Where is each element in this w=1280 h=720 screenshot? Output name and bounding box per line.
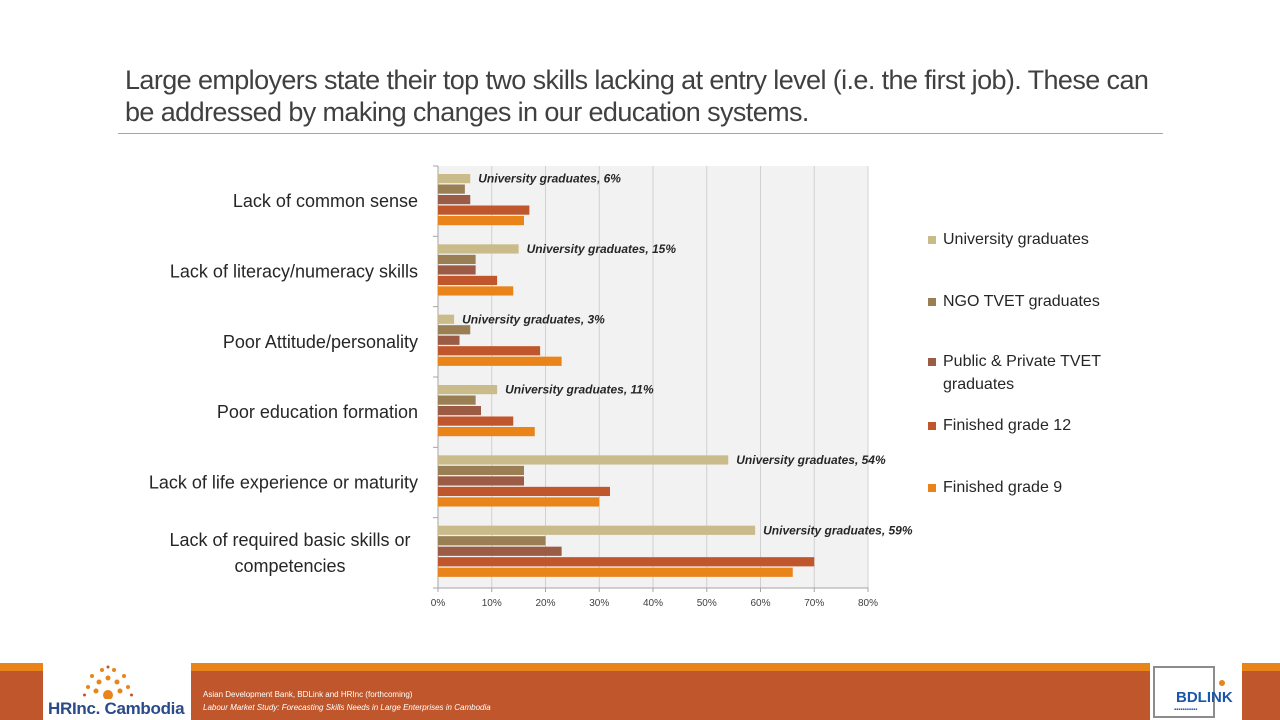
legend-label-line: Finished grade 9 xyxy=(943,479,1063,496)
bar xyxy=(438,244,519,254)
legend-label: Finished grade 12 xyxy=(943,414,1071,437)
bar xyxy=(438,465,524,476)
citation-line-2: Labour Market Study: Forecasting Skills … xyxy=(203,703,491,712)
data-label: University graduates, 54% xyxy=(736,453,886,467)
source-citation: Asian Development Bank, BDLink and HRInc… xyxy=(203,688,491,714)
bdlink-wordmark: BDLINK xyxy=(1176,689,1233,706)
bar xyxy=(438,195,471,205)
legend-swatch xyxy=(928,484,936,492)
category-label: Lack of life experience or maturity xyxy=(149,473,418,493)
data-label: University graduates, 59% xyxy=(763,523,913,537)
bar xyxy=(438,325,471,335)
category-label: Poor education formation xyxy=(217,402,418,422)
bdlink-logo: BDLINK ▪▪▪▪▪▪▪▪▪▪▪ xyxy=(1150,663,1242,720)
legend-swatch xyxy=(928,298,936,306)
legend-label-line: graduates xyxy=(943,376,1015,393)
bar xyxy=(438,416,514,426)
legend-item: NGO TVET graduates xyxy=(928,290,1128,313)
legend-item: Finished grade 12 xyxy=(928,414,1128,437)
bar xyxy=(438,497,600,507)
data-label: University graduates, 6% xyxy=(478,172,621,186)
footer-bar xyxy=(0,663,1280,720)
bar xyxy=(438,476,524,486)
x-tick-label: 60% xyxy=(750,598,770,609)
legend-label-line: University graduates xyxy=(943,231,1089,248)
bar xyxy=(438,427,535,437)
bar xyxy=(438,314,455,324)
legend-label: NGO TVET graduates xyxy=(943,290,1100,313)
legend-swatch xyxy=(928,236,936,244)
bar xyxy=(438,265,476,275)
legend-label-line: Finished grade 12 xyxy=(943,417,1072,434)
x-tick-label: 10% xyxy=(482,598,502,609)
bar xyxy=(438,455,729,465)
bar xyxy=(438,216,524,226)
bar xyxy=(438,335,460,345)
legend-label-line: NGO TVET graduates xyxy=(943,293,1100,310)
bar xyxy=(438,356,562,366)
x-tick-label: 0% xyxy=(431,598,446,609)
bar xyxy=(438,385,498,395)
bar xyxy=(438,567,793,577)
bar xyxy=(438,286,514,296)
bar xyxy=(438,525,756,535)
data-label: University graduates, 11% xyxy=(505,383,654,397)
legend-label: University graduates xyxy=(943,228,1089,251)
bar xyxy=(438,406,481,416)
data-label: University graduates, 3% xyxy=(462,312,605,326)
category-label: Lack of common sense xyxy=(233,191,418,211)
legend-item: Finished grade 9 xyxy=(928,476,1128,499)
data-label: University graduates, 15% xyxy=(527,242,677,256)
title-divider xyxy=(118,133,1163,134)
bar xyxy=(438,546,562,556)
x-tick-label: 70% xyxy=(804,598,824,609)
citation-line-1: Asian Development Bank, BDLink and HRInc… xyxy=(203,690,413,699)
x-tick-label: 20% xyxy=(535,598,555,609)
bdlink-frame-icon xyxy=(1153,666,1225,718)
legend-swatch xyxy=(928,422,936,430)
bar xyxy=(438,275,498,286)
hrinc-wordmark: HRInc. Cambodia xyxy=(48,699,185,719)
bar xyxy=(438,346,541,356)
legend-item: Public & Private TVET graduates xyxy=(928,350,1128,396)
x-tick-label: 30% xyxy=(589,598,609,609)
category-label: competencies xyxy=(234,556,345,576)
bar xyxy=(438,557,815,567)
legend-label-line: Public & Private TVET xyxy=(943,353,1101,370)
bar xyxy=(438,205,530,215)
legend-label: Public & Private TVET graduates xyxy=(943,350,1101,396)
x-tick-label: 40% xyxy=(643,598,663,609)
bdlink-tagline: ▪▪▪▪▪▪▪▪▪▪▪ xyxy=(1174,707,1198,713)
category-label: Lack of literacy/numeracy skills xyxy=(170,262,418,282)
legend-label: Finished grade 9 xyxy=(943,476,1062,499)
x-tick-label: 50% xyxy=(697,598,717,609)
legend-item: University graduates xyxy=(928,228,1128,251)
bar xyxy=(438,184,465,194)
bar xyxy=(438,254,476,265)
bar xyxy=(438,486,610,497)
bar xyxy=(438,174,471,184)
x-tick-label: 80% xyxy=(858,598,878,609)
bar xyxy=(438,395,476,405)
hrinc-cambodia-logo: HRInc. Cambodia xyxy=(43,663,191,720)
category-label: Poor Attitude/personality xyxy=(223,332,418,352)
hrinc-wordmark-part2: Cambodia xyxy=(104,699,185,718)
legend-swatch xyxy=(928,358,936,366)
category-label: Lack of required basic skills or xyxy=(169,530,410,550)
bar xyxy=(438,536,546,546)
hrinc-wordmark-part1: HRInc. xyxy=(48,699,101,718)
slide-title: Large employers state their top two skil… xyxy=(125,65,1149,127)
sunburst-icon xyxy=(83,665,133,699)
